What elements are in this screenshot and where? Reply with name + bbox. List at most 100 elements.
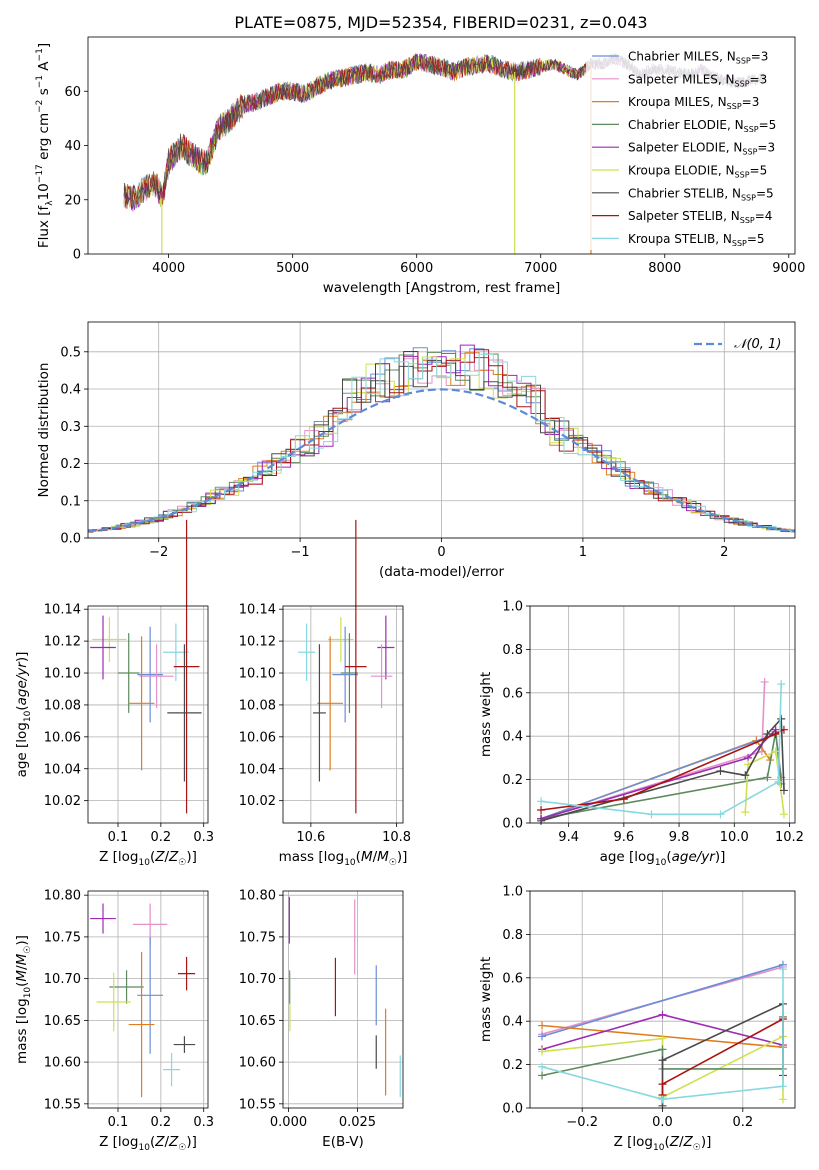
weight-marker (778, 1082, 787, 1091)
y-tick-label: 10.70 (44, 972, 81, 987)
error-bar-point (178, 956, 196, 991)
error-bar-point (128, 951, 155, 1098)
x-tick-label: 9.6 (614, 830, 635, 845)
x-tick-label: 6000 (400, 261, 433, 276)
weight-marker (771, 730, 780, 739)
legend-label: Kroupa ELODIE, NSSP=5 (628, 164, 767, 180)
x-tick-label: 9000 (772, 261, 805, 276)
weight-line (540, 684, 782, 816)
y-tick-label: 10.65 (44, 1014, 81, 1029)
y-axis-label: mass [log10(M/M☉)] (14, 935, 33, 1064)
y-tick-label: 0.0 (502, 1102, 523, 1117)
x-tick-label: 0.3 (193, 1115, 214, 1130)
error-bar-point (298, 623, 316, 681)
legend-label: Salpeter ELODIE, NSSP=3 (628, 141, 775, 157)
y-tick-label: 10.55 (44, 1097, 81, 1112)
error-bar-point (332, 626, 358, 723)
error-bar-point (128, 636, 155, 771)
weight-marker (538, 1047, 547, 1056)
y-tick-label: 10.75 (44, 930, 81, 945)
weight-line (541, 964, 784, 1038)
weight-marker (619, 795, 628, 804)
error-bar-point (90, 903, 116, 934)
y-tick-label: 1.0 (502, 600, 523, 615)
y-axis-label: mass weight (478, 957, 494, 1042)
y-tick-label: 10.80 (44, 889, 81, 904)
legend-label: 𝒩(0, 1) (734, 337, 781, 352)
weight_vs_Z-panel: −0.2 0.0 0.2 0.0 0.2 0.4 0.6 0.8 1.0 Z [log10(Z/Z… (478, 885, 796, 1153)
axes-frame (87, 321, 796, 539)
legend-box (586, 42, 791, 250)
legend-label: Chabrier STELIB, NSSP=5 (628, 186, 774, 202)
y-tick-label: 20 (64, 193, 81, 208)
x-tick-label: −0.2 (566, 1115, 598, 1130)
histogram-step (88, 349, 795, 533)
weight-marker (538, 1021, 547, 1030)
x-tick-label: 0.1 (108, 830, 129, 845)
x-tick-label: 0.0 (652, 1115, 673, 1130)
error-bar-point (109, 970, 144, 1004)
error-bar-point (92, 617, 127, 662)
x-tick-label: 10.6 (296, 830, 325, 845)
weight-marker (658, 1056, 667, 1065)
x-tick-label: 9.8 (669, 830, 690, 845)
normal-curve (87, 388, 796, 533)
mass_vs_Z-panel: 0.1 0.2 0.3 10.55 10.60 10.65 10.70 10.75 10.80 Z… (14, 889, 214, 1153)
x-tick-label: 10.8 (382, 830, 411, 845)
y-tick-label: 10.04 (44, 762, 81, 777)
y-tick-label: 0 (73, 248, 81, 263)
axes-frame (87, 890, 209, 1109)
legend-label: Chabrier ELODIE, NSSP=5 (628, 118, 776, 134)
x-tick-label: 0.2 (151, 830, 172, 845)
histogram-step (88, 356, 795, 533)
age_vs_Z-panel: 0.1 0.2 0.3 10.02 10.04 10.06 10.08 10.10 10.12 1… (14, 519, 214, 868)
weight-marker (538, 1071, 547, 1080)
weight-marker (658, 1080, 667, 1089)
error-bar-point (118, 633, 140, 713)
legend-label: Chabrier MILES, NSSP=3 (628, 50, 768, 66)
y-tick-label: 0.4 (502, 1015, 523, 1030)
y-tick-label: 10.65 (239, 1014, 276, 1029)
axes-frame (87, 605, 209, 824)
y-tick-label: 0.1 (60, 494, 81, 509)
spectrum-panel: 4000 5000 6000 7000 8000 9000 0 20 40 60 wavelengt… (35, 36, 805, 296)
x-tick-label: 5000 (276, 261, 309, 276)
axes-frame (529, 605, 796, 824)
y-tick-label: 10.55 (239, 1097, 276, 1112)
y-tick-label: 0.2 (502, 1058, 523, 1073)
x-tick-label: 2 (720, 545, 728, 560)
y-axis-label: age [log10(age/yr)] (14, 652, 33, 778)
y-tick-label: 10.75 (239, 930, 276, 945)
x-axis-label: E(B-V) (322, 1134, 364, 1150)
x-axis-label: Z [log10(Z/Z☉)] (614, 1134, 712, 1153)
weight-line (744, 750, 785, 815)
y-tick-label: 10.06 (44, 730, 81, 745)
error-bar-point (377, 615, 395, 680)
weight-marker (778, 965, 787, 974)
weight-marker (771, 747, 780, 756)
x-axis-label: age [log10(age/yr)] (600, 849, 726, 868)
y-axis-label: mass weight (478, 672, 494, 757)
x-tick-label: −1 (291, 545, 310, 560)
y-axis-label: Normed distribution (36, 363, 52, 498)
y-tick-label: 10.02 (44, 794, 81, 809)
axes-frame (282, 890, 404, 1109)
weight-marker (658, 1045, 667, 1054)
y-tick-label: 60 (64, 85, 81, 100)
residuals-panel: −2 −1 0 1 2 0.0 0.1 0.2 0.3 0.4 0.5 (data-model)/er… (36, 321, 796, 580)
y-tick-label: 10.10 (44, 667, 81, 682)
error-bar-point (96, 972, 131, 1032)
weight-marker (538, 1032, 547, 1041)
weight-marker (778, 1095, 787, 1104)
weight-marker (537, 797, 546, 806)
x-tick-label: −2 (149, 545, 168, 560)
x-tick-label: 0 (437, 545, 445, 560)
weight-marker (779, 725, 788, 734)
legend-label: Kroupa MILES, NSSP=3 (628, 95, 759, 111)
y-tick-label: 10.12 (239, 635, 276, 650)
y-tick-label: 10.02 (239, 794, 276, 809)
weight-marker (658, 1034, 667, 1043)
y-tick-label: 0.0 (60, 532, 81, 547)
y-tick-label: 0.6 (502, 971, 523, 986)
